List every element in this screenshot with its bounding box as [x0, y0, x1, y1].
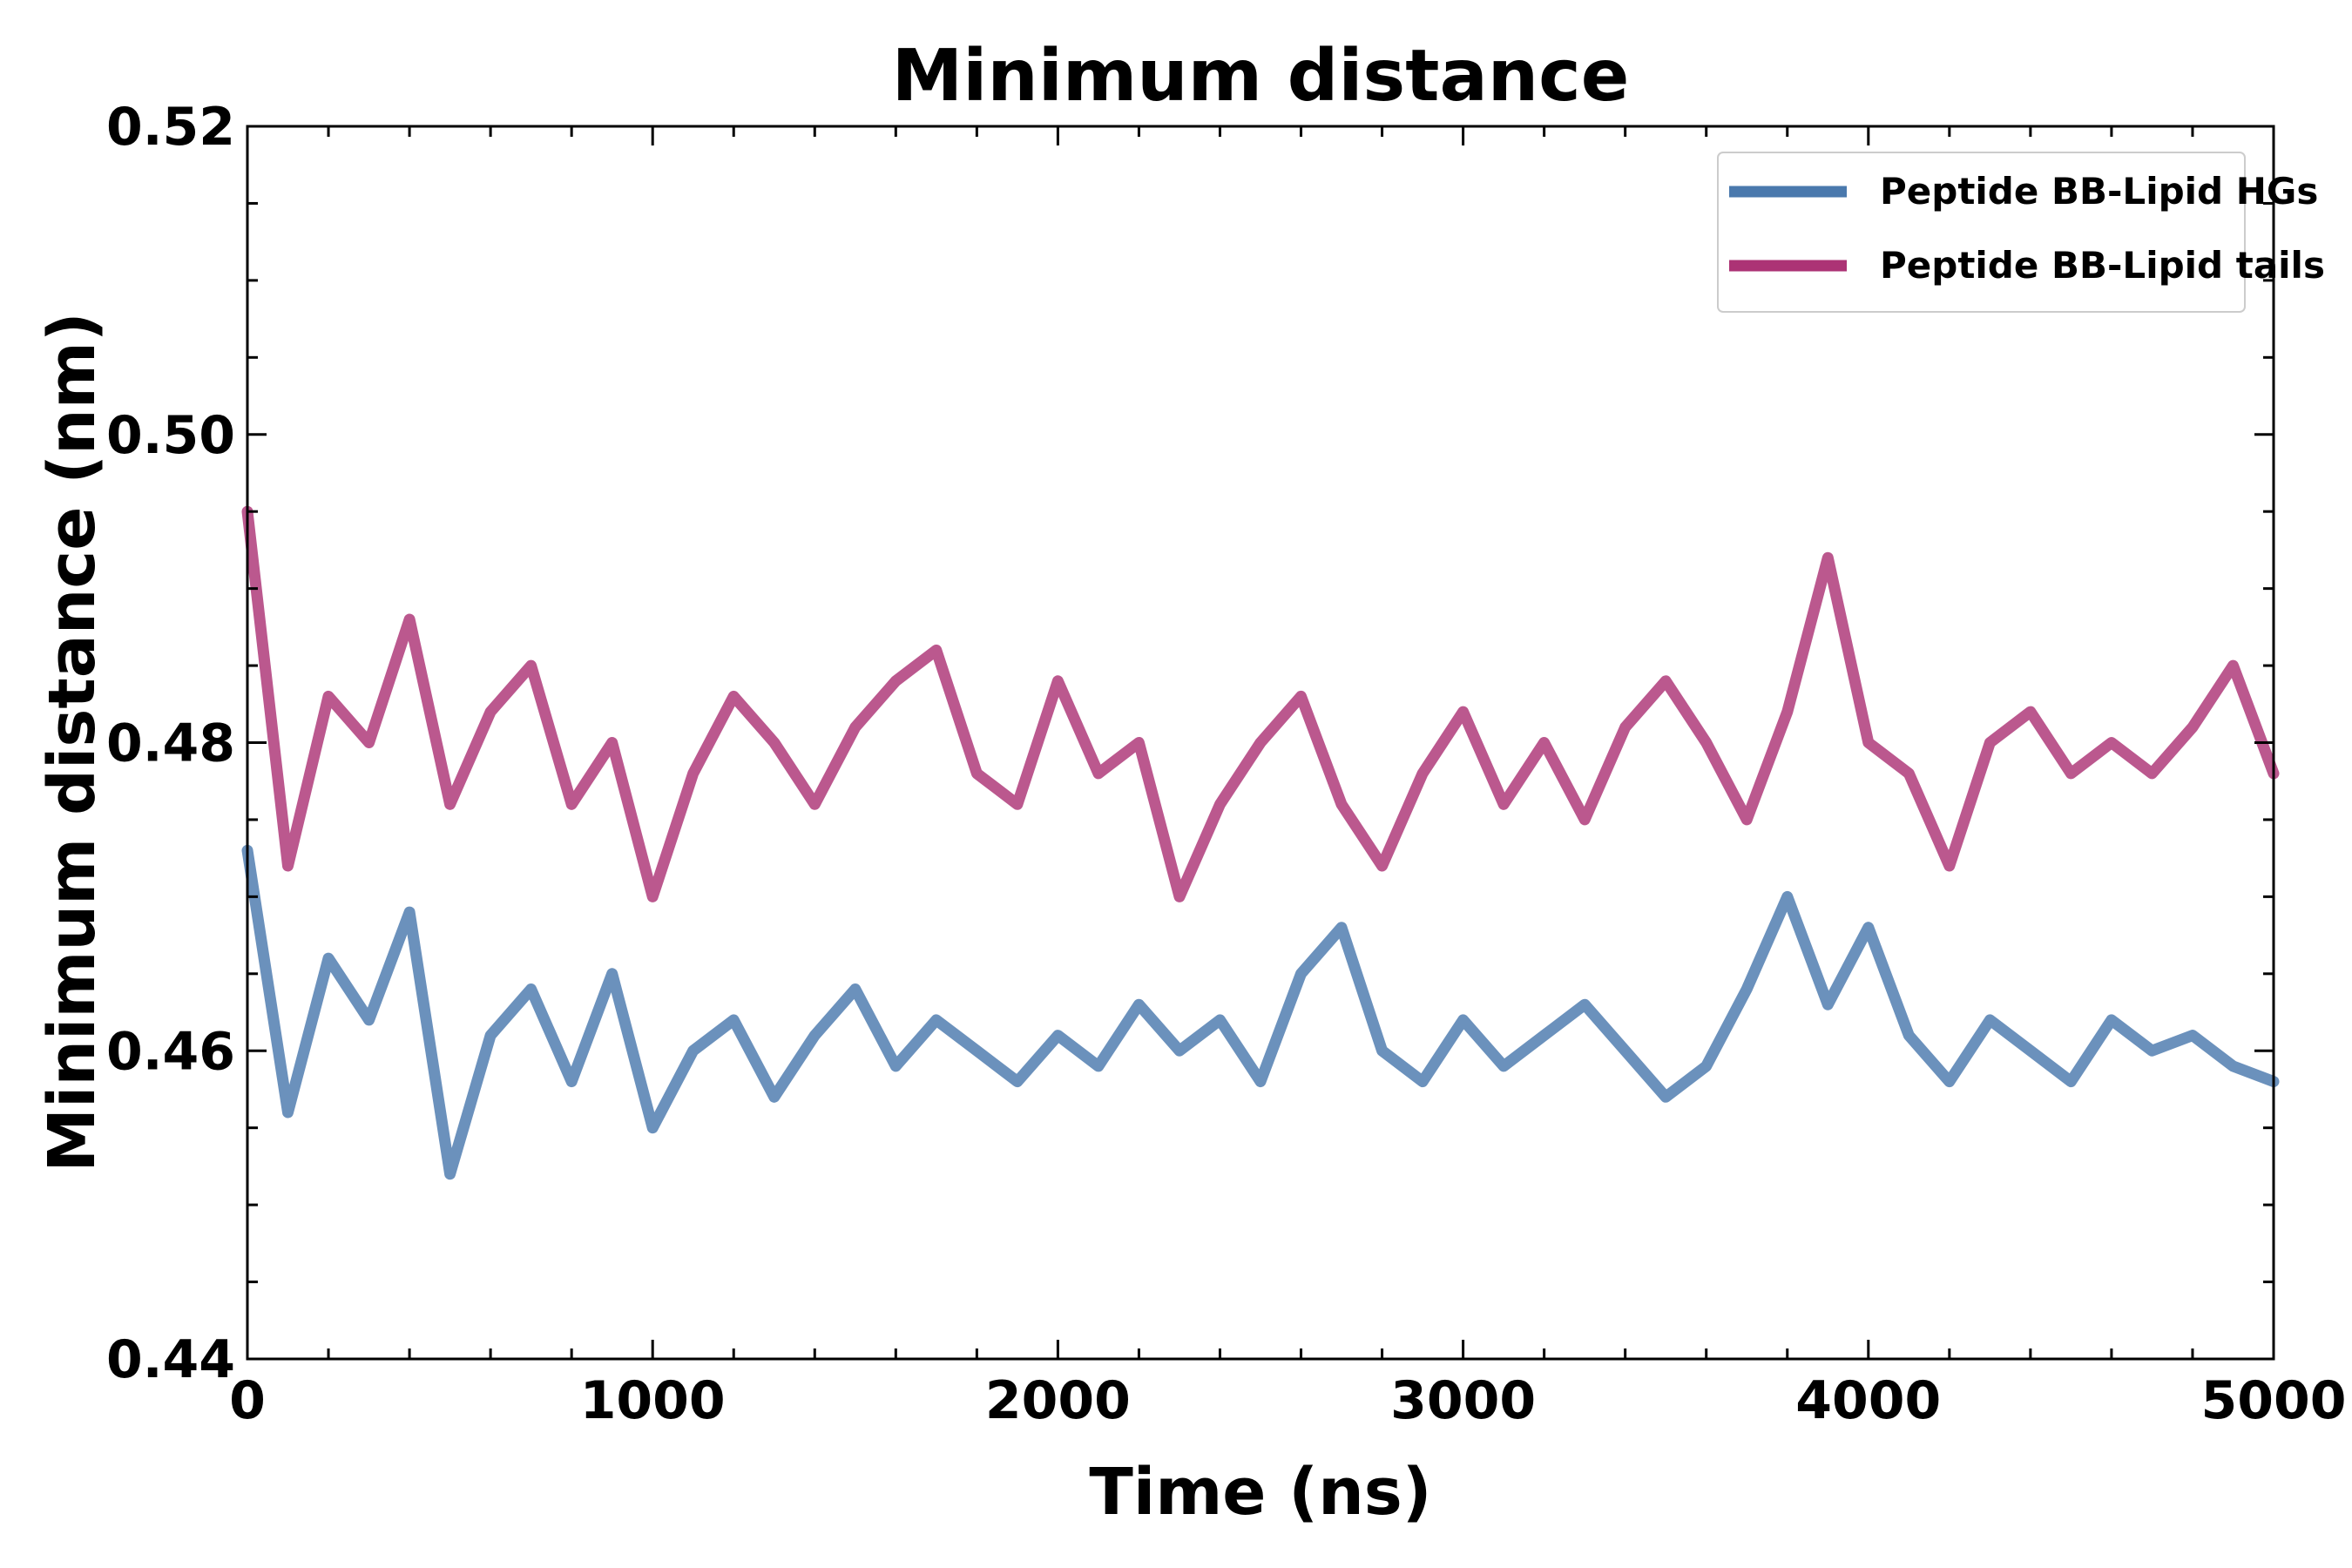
- x-tick-label: 5000: [2201, 1370, 2347, 1431]
- series-layer: [241, 505, 2280, 1180]
- x-tick-label: 3000: [1390, 1370, 1536, 1431]
- y-tick-label: 0.52: [106, 97, 235, 158]
- series-line-1: [241, 505, 2280, 902]
- y-tick-label: 0.48: [106, 713, 235, 774]
- x-tick-label: 2000: [985, 1370, 1131, 1431]
- legend-label-tails: Peptide BB-Lipid tails: [1880, 244, 2325, 287]
- x-tick-label: 0: [229, 1370, 266, 1431]
- y-axis-label: Minimum distance (nm): [35, 312, 110, 1172]
- tick-label-layer: 0 1000 2000 3000 4000 5000 0.44 0.46 0.48 0.50 0.5…: [106, 97, 2347, 1431]
- plot-frame: [246, 125, 2275, 1361]
- tick-layer: [246, 125, 2275, 1361]
- legend-box: [1717, 152, 2246, 313]
- chart-title: Minimum distance: [892, 35, 1630, 118]
- series-line-0: [241, 844, 2280, 1180]
- legend-label-hgs: Peptide BB-Lipid HGs: [1880, 170, 2318, 213]
- y-tick-label: 0.50: [106, 405, 235, 466]
- legend: Peptide BB-Lipid HGs Peptide BB-Lipid ta…: [1717, 152, 2325, 313]
- y-tick-label: 0.46: [106, 1021, 235, 1082]
- y-tick-label: 0.44: [106, 1329, 235, 1390]
- x-tick-label: 1000: [580, 1370, 726, 1431]
- x-axis-label: Time (ns): [1089, 1455, 1431, 1530]
- x-tick-label: 4000: [1795, 1370, 1941, 1431]
